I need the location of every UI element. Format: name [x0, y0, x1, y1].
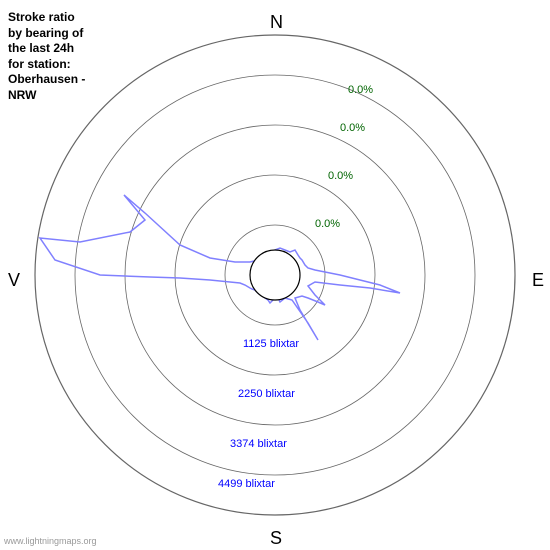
ring-percent-label: 0.0%: [340, 122, 365, 134]
ring-count-label: 1125 blixtar: [243, 338, 299, 350]
ring-count-label: 3374 blixtar: [230, 438, 287, 450]
ring-count-label: 4499 blixtar: [218, 478, 275, 490]
compass-e: E: [532, 270, 544, 291]
ring-percent-label: 0.0%: [315, 218, 340, 230]
compass-v: V: [8, 270, 20, 291]
chart-title: Stroke ratio by bearing of the last 24h …: [8, 10, 85, 104]
compass-n: N: [270, 12, 283, 33]
ring-count-label: 2250 blixtar: [238, 388, 295, 400]
compass-s: S: [270, 528, 282, 549]
attribution-text: www.lightningmaps.org: [4, 536, 97, 546]
ring-percent-label: 0.0%: [328, 170, 353, 182]
ring-percent-label: 0.0%: [348, 84, 373, 96]
